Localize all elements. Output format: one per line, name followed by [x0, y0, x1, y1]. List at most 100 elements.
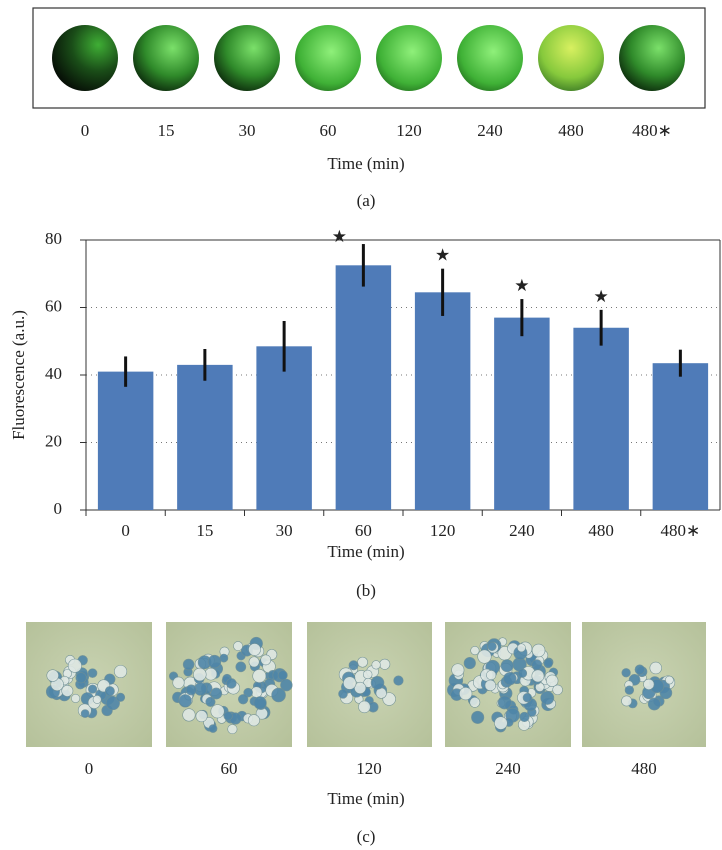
cell — [105, 696, 120, 711]
cell — [665, 675, 674, 685]
cell — [379, 658, 391, 670]
panel-b: Fluorescence (a.u.) Time (min) (b) 0 20 40… — [9, 227, 721, 600]
cell — [659, 686, 673, 700]
cell — [75, 672, 87, 684]
cell — [208, 724, 218, 733]
cell — [248, 656, 260, 668]
cell — [343, 676, 357, 690]
time-label: 480 — [631, 759, 657, 778]
cell — [451, 663, 465, 677]
time-label: 120 — [396, 121, 422, 140]
cell — [621, 695, 633, 707]
y-tick-label: 20 — [45, 431, 62, 450]
cell — [92, 695, 102, 704]
cell — [210, 687, 223, 700]
cell — [471, 710, 485, 724]
cell — [354, 681, 367, 694]
time-label: 120 — [356, 759, 382, 778]
cell — [338, 689, 348, 699]
cell — [247, 714, 260, 727]
cell — [643, 678, 655, 690]
cell — [252, 669, 267, 683]
well-image — [52, 25, 118, 91]
cell — [624, 685, 635, 695]
cell — [647, 697, 661, 711]
cell — [172, 676, 185, 689]
cell — [649, 661, 662, 675]
cell — [277, 670, 288, 681]
cell — [522, 692, 533, 703]
well-image — [133, 25, 199, 91]
cell — [552, 684, 563, 696]
cell — [233, 641, 243, 651]
cell — [470, 645, 480, 656]
cell — [477, 649, 492, 664]
significance-marker: ★ — [435, 246, 450, 265]
time-label: 0 — [85, 759, 94, 778]
x-tick-label: 480 — [588, 521, 614, 540]
well-image — [619, 25, 685, 91]
well-image — [538, 25, 604, 91]
bar — [256, 346, 312, 510]
well-image — [295, 25, 361, 91]
cell — [195, 710, 208, 723]
well-image — [214, 25, 280, 91]
cell — [243, 687, 253, 698]
cell — [80, 709, 90, 718]
cell — [226, 678, 237, 689]
cell — [114, 664, 128, 679]
cell — [207, 654, 222, 669]
cell — [516, 643, 526, 653]
cell — [370, 676, 385, 690]
cell — [459, 686, 473, 701]
cell — [348, 660, 359, 671]
cell — [235, 661, 247, 673]
bar — [414, 292, 471, 510]
well-image — [457, 25, 523, 91]
panel-a: Time (min) (a) — [32, 7, 706, 210]
cell — [621, 668, 631, 678]
cell — [260, 654, 272, 666]
cell — [271, 687, 286, 703]
cell — [500, 659, 514, 673]
x-tick-label: 60 — [355, 521, 372, 540]
cell — [543, 658, 553, 669]
cell — [280, 678, 293, 692]
cell — [517, 668, 528, 678]
cell — [357, 656, 368, 668]
time-label: 60 — [320, 121, 337, 140]
bar — [573, 327, 629, 510]
bar — [177, 364, 233, 510]
cell — [87, 668, 98, 678]
cell — [540, 690, 555, 705]
x-tick-label: 120 — [430, 521, 456, 540]
cell — [546, 674, 559, 687]
x-tick-label: 480∗ — [661, 521, 701, 540]
cell — [182, 708, 196, 722]
cell — [210, 704, 225, 719]
bar — [97, 371, 154, 510]
y-tick-label: 40 — [45, 364, 62, 383]
significance-marker: ★ — [594, 287, 609, 306]
caption: (a) — [357, 191, 376, 210]
y-tick-label: 60 — [45, 296, 62, 315]
bar — [335, 265, 392, 510]
time-label: 240 — [477, 121, 503, 140]
cell — [223, 711, 233, 721]
y-tick-label: 80 — [45, 229, 62, 248]
bar — [652, 363, 709, 510]
cell — [393, 675, 404, 686]
cell — [497, 695, 512, 710]
x-axis-label: Time (min) — [327, 154, 404, 173]
cell — [248, 643, 261, 656]
cell — [185, 684, 197, 696]
cell — [469, 696, 481, 708]
cell — [178, 694, 192, 708]
well-image — [376, 25, 442, 91]
time-label: 30 — [239, 121, 256, 140]
time-label: 0 — [81, 121, 90, 140]
cell — [67, 658, 82, 673]
cell — [371, 660, 381, 670]
cell — [358, 700, 371, 714]
